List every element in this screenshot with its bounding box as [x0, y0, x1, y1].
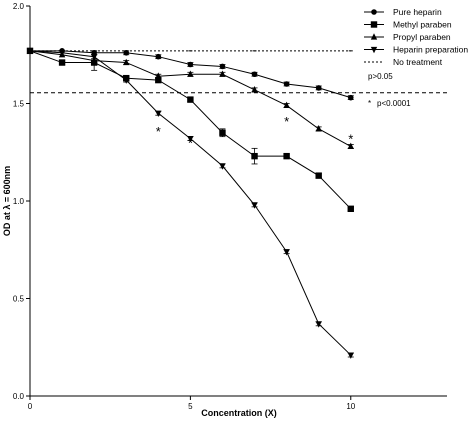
legend-label: Heparin preparation — [393, 45, 468, 55]
legend-label: Propyl paraben — [393, 32, 451, 42]
x-axis-title: Concentration (X) — [201, 408, 277, 418]
y-tick-label: 0.5 — [13, 295, 25, 304]
significance-star: * — [348, 132, 353, 147]
data-point — [283, 101, 290, 109]
significance-star: * — [188, 136, 193, 151]
significance-legend: * p<0.0001 — [368, 99, 411, 108]
data-point — [251, 86, 258, 93]
data-point — [90, 54, 98, 61]
data-point — [347, 94, 354, 101]
data-point — [187, 136, 194, 143]
data-point — [155, 72, 162, 79]
axis-ticks: 0.0 0.5 1.0 1.5 2.0 0 5 10 — [13, 2, 356, 411]
legend-marker — [370, 21, 378, 28]
series-propyl-paraben — [26, 47, 354, 149]
legend-item: No treatment — [364, 57, 443, 67]
data-point — [187, 61, 194, 68]
x-tick-label: 10 — [346, 402, 355, 411]
data-point — [251, 71, 258, 78]
data-point — [155, 110, 162, 118]
legend-label: No treatment — [393, 57, 443, 67]
data-point — [347, 142, 354, 149]
data-point — [315, 125, 322, 132]
data-point — [283, 152, 290, 160]
y-tick-label: 1.0 — [13, 197, 25, 206]
significance-legend-label: p<0.0001 — [377, 99, 411, 108]
legend-item: Pure heparin — [364, 7, 442, 17]
data-point — [315, 85, 322, 91]
data-point — [123, 58, 130, 66]
data-point — [219, 163, 226, 170]
plot-area: * * * * 0.0 0.5 1.0 1.5 2.0 0 5 10 — [13, 2, 447, 411]
data-point — [58, 50, 66, 57]
legend: Pure heparin Methyl paraben Propyl paraben… — [364, 7, 468, 67]
x-tick-label: 0 — [28, 402, 33, 411]
data-point — [123, 50, 130, 56]
data-point — [219, 70, 226, 77]
data-point — [283, 249, 290, 256]
data-point — [251, 152, 258, 160]
legend-item: Methyl paraben — [364, 20, 452, 30]
significance-star: * — [156, 124, 161, 139]
data-point — [315, 321, 322, 328]
legend-item: Heparin preparation — [364, 45, 468, 55]
data-point — [26, 48, 34, 55]
data-point — [187, 96, 194, 103]
y-tick-label: 0.0 — [13, 392, 25, 401]
p-value-label-ns: p>0.05 — [368, 72, 393, 81]
x-tick-label: 5 — [188, 402, 193, 411]
data-point — [155, 53, 162, 60]
legend-marker — [371, 9, 377, 15]
legend-item: Propyl paraben — [364, 32, 451, 42]
data-point — [219, 129, 226, 136]
significance-markers: * * * * — [156, 114, 354, 150]
legend-label: Pure heparin — [393, 7, 442, 17]
series-layer — [26, 47, 354, 359]
data-point — [283, 81, 290, 87]
data-point — [347, 352, 354, 359]
data-point — [219, 63, 226, 70]
y-tick-label: 1.5 — [13, 100, 25, 109]
data-point — [251, 202, 258, 209]
legend-label: Methyl paraben — [393, 20, 452, 30]
legend-marker — [370, 33, 378, 40]
data-point — [347, 205, 354, 212]
data-point — [315, 172, 322, 179]
data-point — [123, 77, 130, 84]
legend-marker — [370, 46, 378, 54]
significance-star: * — [284, 114, 289, 129]
data-point — [58, 59, 66, 66]
y-tick-label: 2.0 — [13, 2, 25, 11]
data-point — [155, 76, 162, 84]
significance-legend-star: * — [368, 99, 371, 108]
y-axis-title: OD at λ = 600nm — [2, 166, 12, 236]
series-heparin-preparation — [26, 48, 354, 359]
data-point — [187, 70, 194, 77]
